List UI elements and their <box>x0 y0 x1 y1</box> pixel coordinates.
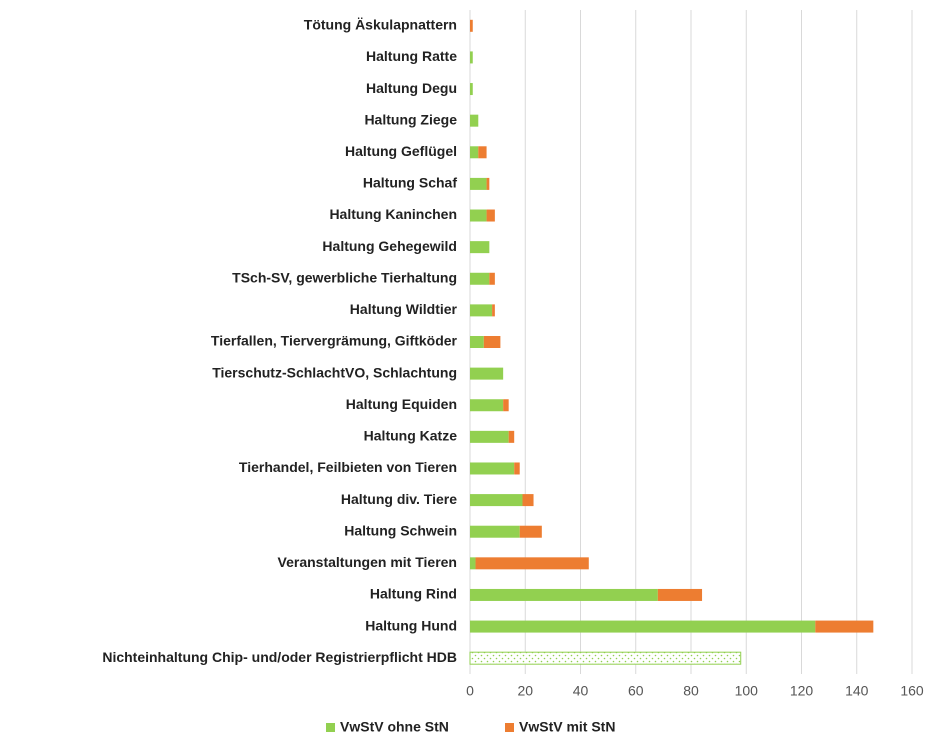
legend-label: VwStV ohne StN <box>340 719 449 735</box>
bar-segment <box>519 525 542 538</box>
bar-segment <box>492 304 495 317</box>
bar-segment <box>470 462 515 475</box>
bar-segment <box>470 304 493 317</box>
category-label: Haltung Katze <box>364 428 458 444</box>
category-label: Haltung Rind <box>370 586 457 602</box>
category-label: Haltung Ziege <box>364 111 457 127</box>
bar-segment <box>489 272 495 285</box>
bar-segment <box>470 430 509 443</box>
category-label: Tötung Äskulapnattern <box>304 17 457 33</box>
bar-segment <box>815 620 874 633</box>
bar-segment <box>470 51 473 64</box>
category-label: Tierschutz-SchlachtVO, Schlachtung <box>212 364 457 380</box>
x-tick-label: 60 <box>628 683 644 699</box>
bar-segment <box>470 525 520 538</box>
category-label: Tierfallen, Tiervergrämung, Giftköder <box>211 333 458 349</box>
bar-segment <box>470 83 473 96</box>
x-tick-label: 80 <box>683 683 699 699</box>
x-tick-label: 20 <box>517 683 533 699</box>
x-tick-label: 160 <box>900 683 924 699</box>
category-label: Haltung Gehegewild <box>322 238 457 254</box>
bar-segment <box>470 19 473 32</box>
bar-segment <box>470 494 523 507</box>
category-label: Haltung Equiden <box>346 396 457 412</box>
bar-segment <box>486 209 495 222</box>
bar-segment <box>486 177 490 190</box>
category-label: Haltung Wildtier <box>350 301 458 317</box>
legend-swatch <box>505 723 514 732</box>
legend-swatch <box>326 723 335 732</box>
category-label: TSch-SV, gewerbliche Tierhaltung <box>232 269 457 285</box>
category-label: Haltung Schaf <box>363 175 457 191</box>
bar-segment <box>470 399 504 412</box>
bar-segment <box>470 209 487 222</box>
legend-label: VwStV mit StN <box>519 719 615 735</box>
bar-segment <box>508 430 515 443</box>
bar-segment <box>514 462 520 475</box>
bar-segment <box>475 557 589 570</box>
bar-segment <box>469 651 742 665</box>
bar-segment <box>470 367 504 380</box>
bar-segment <box>470 177 487 190</box>
bar-segment <box>470 557 476 570</box>
bar-segment <box>470 241 490 254</box>
bar-segment <box>470 272 490 285</box>
bar-segment <box>470 146 479 159</box>
category-label: Haltung Geflügel <box>345 143 457 159</box>
x-tick-label: 100 <box>735 683 759 699</box>
bar-segment <box>503 399 509 412</box>
x-tick-label: 140 <box>845 683 869 699</box>
category-label: Haltung Schwein <box>344 522 457 538</box>
category-label: Veranstaltungen mit Tieren <box>278 554 457 570</box>
category-label: Nichteinhaltung Chip- und/oder Registrie… <box>102 649 457 665</box>
x-tick-label: 120 <box>790 683 814 699</box>
bar-segment <box>657 588 703 601</box>
category-label: Haltung Degu <box>366 80 457 96</box>
bar-segment <box>470 588 658 601</box>
bar-segment <box>470 114 479 127</box>
bar-segment <box>470 620 816 633</box>
category-label: Tierhandel, Feilbieten von Tieren <box>239 459 457 475</box>
category-label: Haltung Hund <box>365 617 457 633</box>
x-tick-label: 40 <box>573 683 589 699</box>
x-tick-label: 0 <box>466 683 474 699</box>
category-label: Haltung div. Tiere <box>341 491 457 507</box>
bar-segment <box>522 494 534 507</box>
category-label: Haltung Ratte <box>366 48 457 64</box>
bar-segment <box>483 336 501 348</box>
bar-segment <box>470 336 484 348</box>
bar-segment <box>478 146 487 159</box>
category-label: Haltung Kaninchen <box>329 206 457 222</box>
